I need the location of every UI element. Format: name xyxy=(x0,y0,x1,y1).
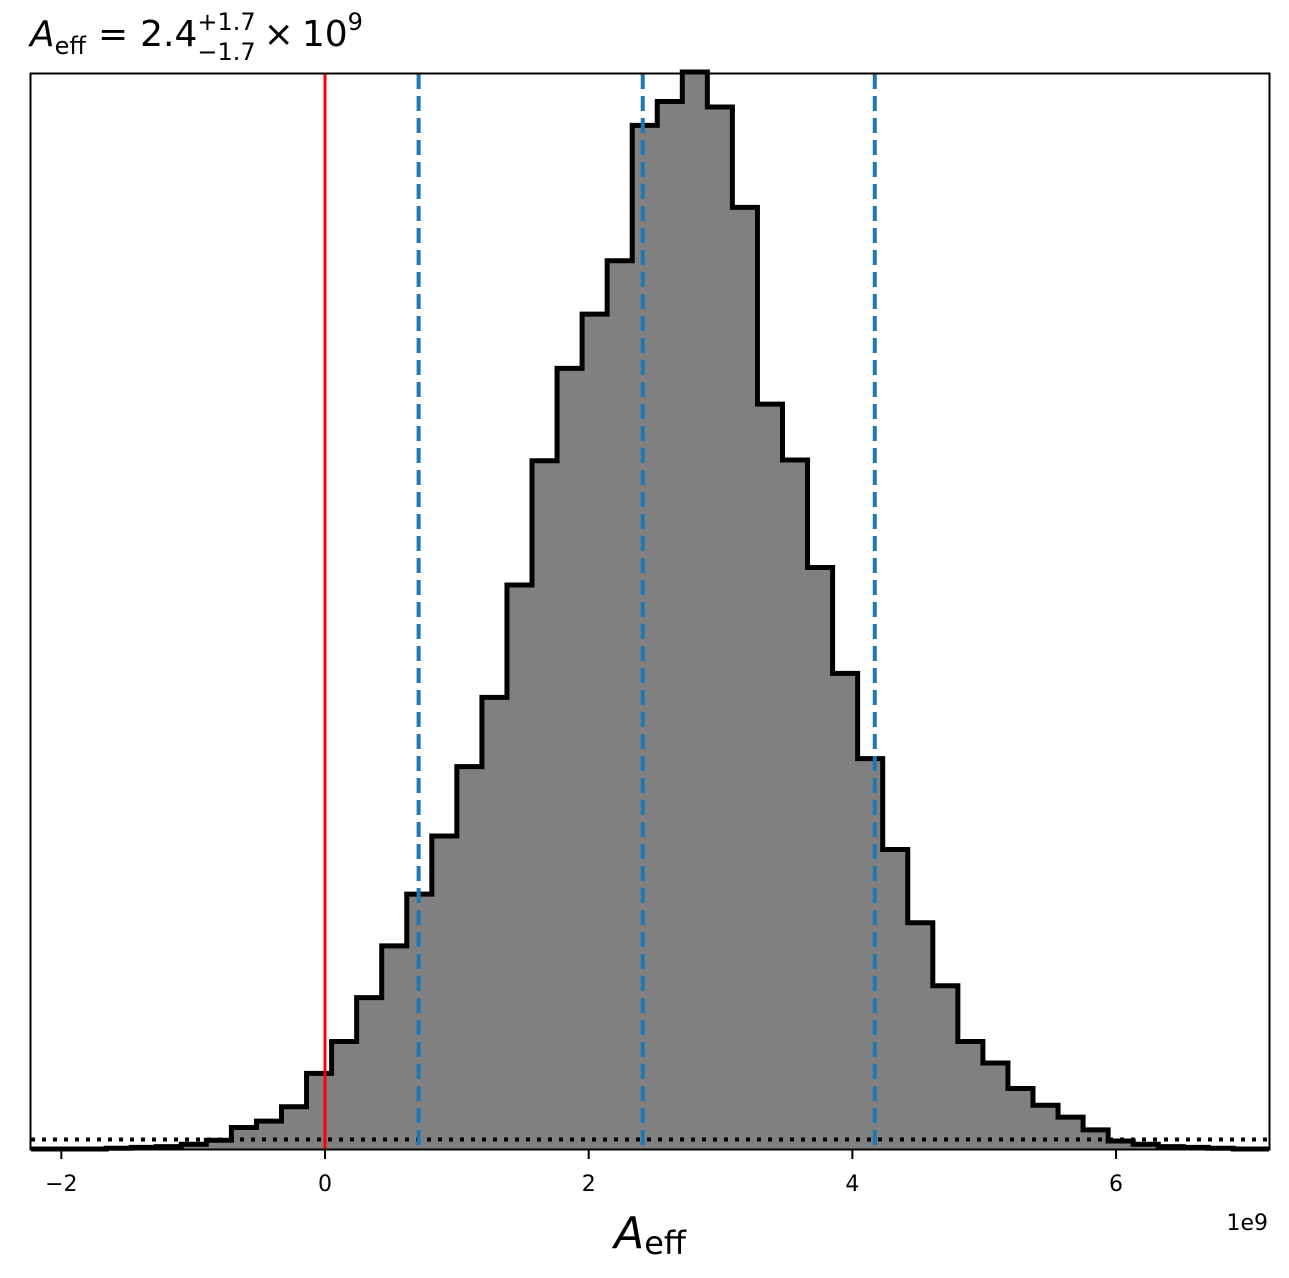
histogram-bar xyxy=(456,766,483,1149)
histogram-bar xyxy=(982,1062,1009,1149)
histogram-bar xyxy=(506,585,533,1149)
histogram-bar xyxy=(481,697,508,1149)
x-axis-ticks-group: −2 0 2 4 6 xyxy=(45,1149,1123,1197)
histogram-bar xyxy=(306,1073,332,1149)
histogram-bar xyxy=(732,207,758,1150)
histogram-bar xyxy=(231,1127,257,1149)
title-exponent: 9 xyxy=(348,8,363,36)
plot-frame xyxy=(29,72,1271,1151)
title-symbol: A xyxy=(28,14,55,55)
histogram-bar xyxy=(832,673,859,1149)
histogram-bar xyxy=(582,314,608,1149)
x-tick-label: 4 xyxy=(845,1172,859,1197)
x-tick-label: 6 xyxy=(1109,1172,1123,1197)
histogram-outline xyxy=(31,69,1269,1152)
histogram-bar xyxy=(957,1041,984,1149)
histogram-bar xyxy=(907,922,934,1149)
histogram-bar xyxy=(356,997,383,1149)
histogram-bar xyxy=(932,985,959,1149)
histogram-bar xyxy=(206,1140,232,1149)
chart-title: Aeff = 2.4+1.7 −1.7 × 109 xyxy=(28,8,363,66)
histogram-bar xyxy=(682,72,708,1149)
histogram-bar xyxy=(557,368,583,1150)
title-base: 10 xyxy=(302,14,348,55)
histogram-bar xyxy=(707,107,733,1149)
histogram-bar xyxy=(882,849,909,1149)
x-tick-label: 2 xyxy=(582,1172,596,1197)
histogram-bar xyxy=(757,404,783,1149)
histogram-bar xyxy=(1058,1117,1084,1149)
histogram-bar xyxy=(607,260,633,1149)
histogram-bar xyxy=(782,459,808,1149)
x-axis-label-subscript: eff xyxy=(644,1224,687,1262)
histogram-bar xyxy=(256,1121,282,1149)
histogram-bar xyxy=(1033,1105,1059,1149)
histogram-bar xyxy=(857,758,884,1149)
histogram-bar xyxy=(1083,1129,1109,1149)
histogram-bar xyxy=(657,101,683,1150)
histogram-bar xyxy=(532,460,558,1149)
title-times: × xyxy=(264,14,294,55)
histogram-bar xyxy=(632,125,658,1150)
histogram-bar xyxy=(331,1041,358,1149)
overlay-lines-group xyxy=(31,74,1269,1149)
title-equals: = xyxy=(98,14,128,55)
histogram-bar xyxy=(807,567,833,1149)
histogram-bars-group xyxy=(31,69,1269,1152)
title-lower-error: −1.7 xyxy=(197,38,255,66)
x-axis-offset-label: 1e9 xyxy=(1226,1211,1268,1236)
title-symbol-subscript: eff xyxy=(55,32,87,60)
histogram-bar xyxy=(431,835,458,1149)
histogram-bar xyxy=(1108,1141,1134,1149)
histogram-bar xyxy=(281,1106,307,1149)
x-axis-label-symbol: A xyxy=(611,1208,644,1259)
histogram-bar xyxy=(381,945,408,1149)
x-axis-label: Aeff xyxy=(611,1208,687,1262)
x-tick-label: −2 xyxy=(45,1172,77,1197)
title-median: 2.4 xyxy=(140,14,197,55)
title-upper-error: +1.7 xyxy=(197,8,255,36)
x-tick-label: 0 xyxy=(318,1172,332,1197)
